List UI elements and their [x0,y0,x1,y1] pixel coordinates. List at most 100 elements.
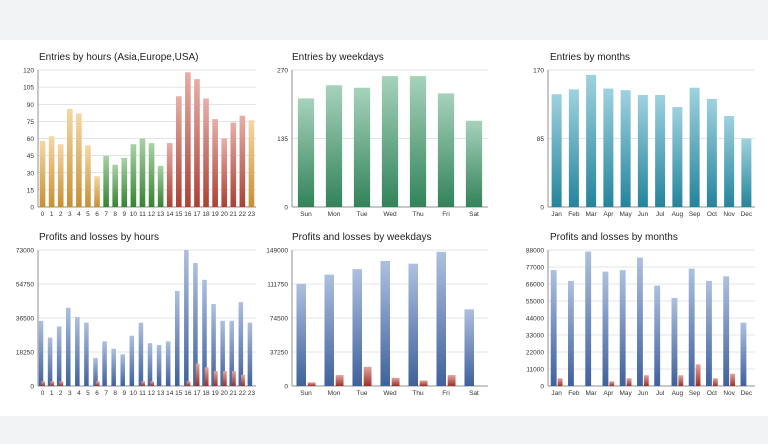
bar [103,155,109,207]
bar [672,107,683,207]
profit-bar [47,337,53,386]
chart-title: Profits and losses by weekdays [292,232,432,243]
x-tick-label: Sep [689,211,701,218]
x-tick-label: Wed [383,211,397,218]
x-tick-label: 16 [184,211,192,218]
bar [130,144,137,207]
x-tick-label: 1 [50,211,54,218]
loss-bar [695,364,701,386]
x-tick-label: Dec [741,390,753,397]
x-tick-label: 12 [148,211,156,218]
chart-title: Profits and losses by months [550,232,678,243]
bar [551,94,562,207]
x-tick-label: 0 [41,211,45,218]
y-tick-label: 85 [537,136,545,143]
loss-bar [626,378,632,386]
bar [175,96,182,207]
chart-panel-4: Profits and losses by hours0182503650054… [16,232,256,397]
y-tick-label: 75 [27,119,35,126]
profit-bar [723,276,730,386]
bar [603,88,614,207]
loss-bar [59,381,64,386]
y-tick-label: 60 [27,136,35,143]
x-tick-label: Aug [672,390,684,397]
y-tick-label: 73000 [16,248,34,255]
bar [381,76,399,207]
x-tick-label: 19 [212,211,220,218]
x-tick-label: Sat [469,211,479,218]
profit-bar [352,269,362,386]
bar [85,145,91,207]
bar [230,122,237,207]
loss-bar [678,375,684,386]
x-tick-label: 2 [59,390,63,397]
bar [212,119,218,207]
y-tick-label: 66000 [526,282,544,289]
profit-bar [75,317,80,386]
x-tick-label: 12 [148,390,156,397]
x-tick-label: 6 [95,211,99,218]
profit-bar [247,322,253,386]
x-tick-label: 6 [95,390,99,397]
loss-bar [141,381,145,386]
bar [297,98,315,207]
x-tick-label: 15 [175,211,183,218]
profit-bar [688,268,695,386]
y-tick-label: 0 [30,205,34,212]
y-tick-label: 135 [277,136,288,143]
bar [57,144,64,207]
x-tick-label: 19 [212,390,220,397]
chart-panel-1: Entries by hours (Asia,Europe,USA)015304… [23,52,256,218]
bar [620,90,631,207]
x-tick-label: 8 [113,390,117,397]
x-tick-label: 20 [221,211,229,218]
x-tick-label: 9 [122,390,126,397]
x-tick-label: 23 [248,211,256,218]
x-tick-label: 18 [202,390,210,397]
y-tick-label: 22000 [526,350,544,357]
x-tick-label: 8 [113,211,117,218]
chart-title: Profits and losses by hours [39,232,159,243]
profit-bar [120,354,126,386]
y-tick-label: 15 [27,187,35,194]
x-tick-label: 21 [230,211,238,218]
y-tick-label: 88000 [526,248,544,255]
x-tick-label: Jun [638,211,649,218]
y-tick-label: 36500 [16,316,34,323]
chart-title: Entries by hours (Asia,Europe,USA) [39,52,199,63]
x-tick-label: 4 [77,390,81,397]
x-tick-label: Sun [300,390,312,397]
x-tick-label: 14 [166,390,174,397]
bottom-band [0,416,768,444]
bar [121,157,128,207]
bar [66,108,73,207]
x-tick-label: 5 [86,390,90,397]
bar [325,85,343,207]
x-tick-label: Feb [568,211,580,218]
y-tick-label: 0 [540,384,544,391]
bar [157,165,164,207]
x-tick-label: 9 [122,211,126,218]
x-tick-label: Sun [300,211,312,218]
profit-bar [220,320,225,386]
y-tick-label: 37250 [270,350,288,357]
bar [637,94,648,207]
y-tick-label: 77000 [526,265,544,272]
x-tick-label: Mon [328,390,341,397]
x-tick-label: Nov [723,390,735,397]
profit-bar [65,307,71,386]
x-tick-label: 4 [77,211,81,218]
loss-bar [50,381,55,386]
x-tick-label: Oct [707,211,717,218]
bar [586,74,597,207]
profit-bar [436,251,446,386]
profit-bar [380,260,390,386]
y-tick-label: 54750 [16,282,34,289]
x-tick-label: Thu [412,390,424,397]
bar [409,76,427,207]
loss-bar [335,375,344,386]
loss-bar [150,381,155,386]
profit-bar [111,348,116,386]
